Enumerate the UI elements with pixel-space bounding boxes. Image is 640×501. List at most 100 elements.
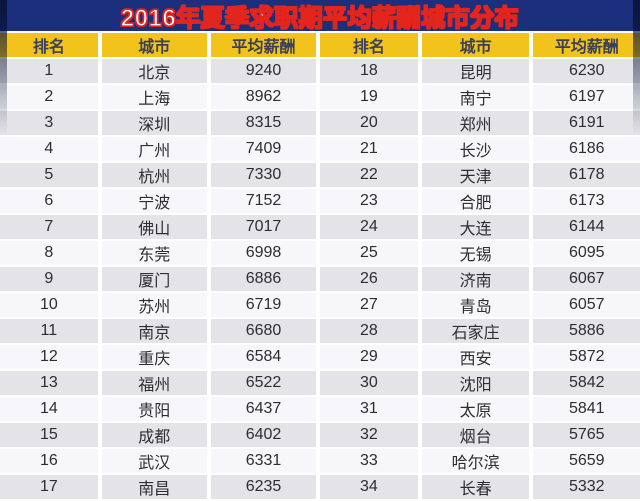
table-row: 9 厦门 6886 26 济南 6067	[0, 267, 640, 291]
rank-cell: 8	[0, 241, 98, 265]
header-city-right: 城市	[421, 33, 530, 57]
city-cell: 上海	[101, 85, 207, 109]
salary-cell: 7409	[210, 137, 317, 161]
salary-cell: 6067	[533, 267, 640, 291]
city-cell: 南昌	[101, 475, 207, 499]
salary-cell: 5659	[533, 449, 640, 473]
city-cell: 西安	[421, 345, 530, 369]
city-cell: 东莞	[101, 241, 207, 265]
salary-cell: 6191	[533, 111, 640, 135]
city-cell: 武汉	[101, 449, 207, 473]
rank-cell: 20	[320, 111, 418, 135]
rank-cell: 10	[0, 293, 98, 317]
header-salary-left: 平均薪酬	[210, 33, 317, 57]
header-salary-right: 平均薪酬	[533, 33, 640, 57]
salary-cell: 6998	[210, 241, 317, 265]
table-row: 1 北京 9240 18 昆明 6230	[0, 59, 640, 83]
city-cell: 佛山	[101, 215, 207, 239]
city-cell: 重庆	[101, 345, 207, 369]
salary-cell: 5841	[533, 397, 640, 421]
city-cell: 南宁	[421, 85, 530, 109]
salary-cell: 9240	[210, 59, 317, 83]
city-cell: 青岛	[421, 293, 530, 317]
salary-cell: 6230	[533, 59, 640, 83]
city-cell: 石家庄	[421, 319, 530, 343]
salary-cell: 6235	[210, 475, 317, 499]
table-row: 14 贵阳 6437 31 太原 5841	[0, 397, 640, 421]
city-cell: 宁波	[101, 189, 207, 213]
city-cell: 福州	[101, 371, 207, 395]
rank-cell: 15	[0, 423, 98, 447]
salary-table: 排名 城市 平均薪酬 排名 城市 平均薪酬 1 北京 9240 18 昆明 6230 2 上海…	[0, 31, 640, 501]
rank-cell: 12	[0, 345, 98, 369]
rank-cell: 31	[320, 397, 418, 421]
rank-cell: 19	[320, 85, 418, 109]
table-row: 8 东莞 6998 25 无锡 6095	[0, 241, 640, 265]
city-cell: 厦门	[101, 267, 207, 291]
salary-cell: 8315	[210, 111, 317, 135]
table-header: 排名 城市 平均薪酬 排名 城市 平均薪酬	[0, 33, 640, 57]
city-cell: 济南	[421, 267, 530, 291]
rank-cell: 3	[0, 111, 98, 135]
rank-cell: 22	[320, 163, 418, 187]
salary-cell: 6680	[210, 319, 317, 343]
table-row: 7 佛山 7017 24 大连 6144	[0, 215, 640, 239]
city-cell: 北京	[101, 59, 207, 83]
page-title: 2016年夏季求职期平均薪酬城市分布	[120, 4, 520, 32]
salary-cell: 7017	[210, 215, 317, 239]
city-cell: 贵阳	[101, 397, 207, 421]
header-row: 排名 城市 平均薪酬 排名 城市 平均薪酬	[0, 33, 640, 57]
salary-cell: 6437	[210, 397, 317, 421]
salary-cell: 6886	[210, 267, 317, 291]
salary-cell: 6402	[210, 423, 317, 447]
city-cell: 天津	[421, 163, 530, 187]
city-cell: 昆明	[421, 59, 530, 83]
salary-cell: 6178	[533, 163, 640, 187]
table-row: 12 重庆 6584 29 西安 5872	[0, 345, 640, 369]
rank-cell: 4	[0, 137, 98, 161]
salary-cell: 6144	[533, 215, 640, 239]
city-cell: 无锡	[421, 241, 530, 265]
city-cell: 深圳	[101, 111, 207, 135]
city-cell: 太原	[421, 397, 530, 421]
rank-cell: 2	[0, 85, 98, 109]
rank-cell: 11	[0, 319, 98, 343]
table-row: 15 成都 6402 32 烟台 5765	[0, 423, 640, 447]
rank-cell: 1	[0, 59, 98, 83]
city-cell: 长春	[421, 475, 530, 499]
table-row: 3 深圳 8315 20 郑州 6191	[0, 111, 640, 135]
salary-cell: 5765	[533, 423, 640, 447]
rank-cell: 7	[0, 215, 98, 239]
rank-cell: 5	[0, 163, 98, 187]
salary-cell: 5872	[533, 345, 640, 369]
table-row: 10 苏州 6719 27 青岛 6057	[0, 293, 640, 317]
table-row: 5 杭州 7330 22 天津 6178	[0, 163, 640, 187]
salary-cell: 6095	[533, 241, 640, 265]
rank-cell: 24	[320, 215, 418, 239]
rank-cell: 14	[0, 397, 98, 421]
city-cell: 沈阳	[421, 371, 530, 395]
rank-cell: 28	[320, 319, 418, 343]
table-row: 4 广州 7409 21 长沙 6186	[0, 137, 640, 161]
table-row: 16 武汉 6331 33 哈尔滨 5659	[0, 449, 640, 473]
city-cell: 合肥	[421, 189, 530, 213]
city-cell: 杭州	[101, 163, 207, 187]
rank-cell: 29	[320, 345, 418, 369]
city-cell: 苏州	[101, 293, 207, 317]
city-cell: 烟台	[421, 423, 530, 447]
city-cell: 成都	[101, 423, 207, 447]
table-row: 11 南京 6680 28 石家庄 5886	[0, 319, 640, 343]
salary-cell: 6197	[533, 85, 640, 109]
table-row: 13 福州 6522 30 沈阳 5842	[0, 371, 640, 395]
salary-cell: 7330	[210, 163, 317, 187]
rank-cell: 34	[320, 475, 418, 499]
salary-cell: 7152	[210, 189, 317, 213]
table-row: 17 南昌 6235 34 长春 5332	[0, 475, 640, 499]
table-row: 2 上海 8962 19 南宁 6197	[0, 85, 640, 109]
rank-cell: 9	[0, 267, 98, 291]
city-cell: 大连	[421, 215, 530, 239]
header-city-left: 城市	[101, 33, 207, 57]
city-cell: 南京	[101, 319, 207, 343]
table-body: 1 北京 9240 18 昆明 6230 2 上海 8962 19 南宁 6197 3 深圳 8315 20 郑…	[0, 59, 640, 499]
rank-cell: 32	[320, 423, 418, 447]
